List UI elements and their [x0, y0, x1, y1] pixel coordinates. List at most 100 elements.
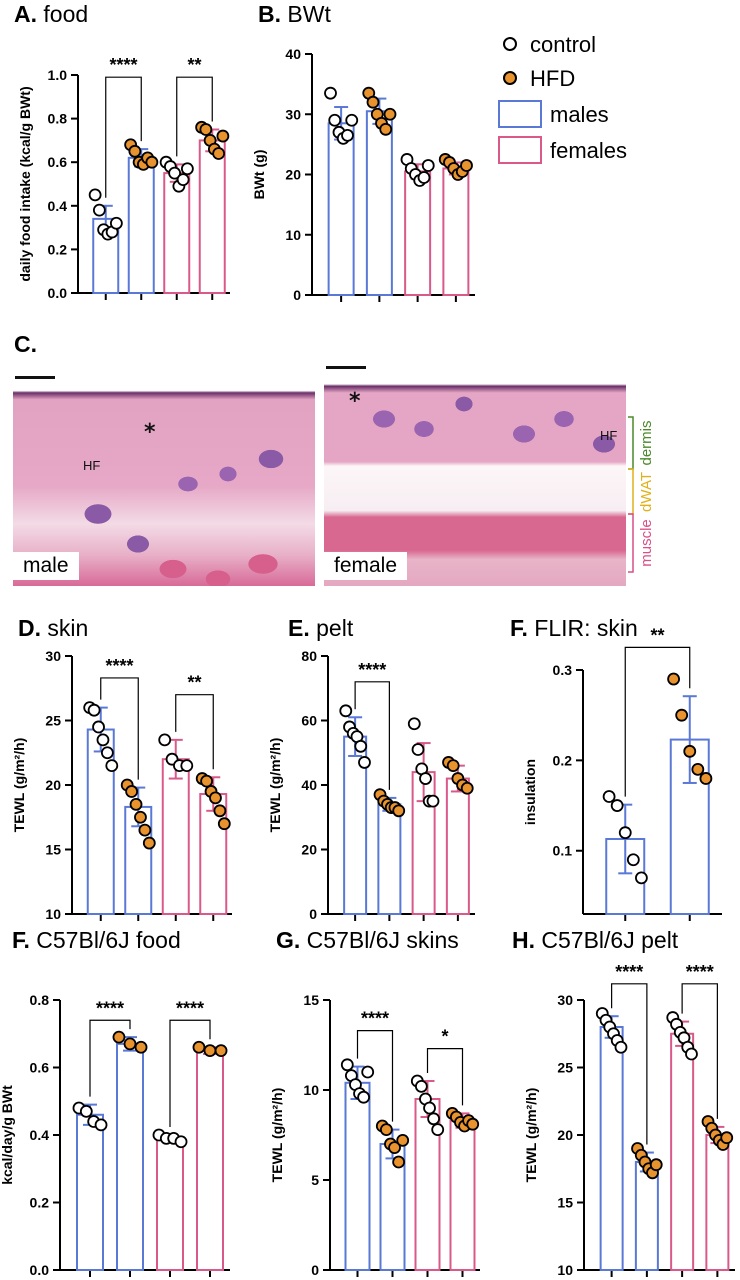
y-tick-label-B: 40: [285, 46, 301, 62]
data-point-F2: [214, 1044, 228, 1058]
data-point-D: [138, 823, 152, 837]
y-axis-label-B: BWt (g): [251, 150, 267, 200]
data-point-G: [396, 1134, 410, 1147]
data-point-G: [423, 1101, 436, 1115]
data-point-F1: [610, 799, 624, 812]
data-point-F2: [203, 1044, 217, 1058]
bar-E: [377, 803, 402, 915]
significance-label-F1: **: [650, 625, 664, 645]
data-point-H: [720, 1131, 734, 1145]
y-tick-label-F1: 0.2: [553, 752, 573, 768]
y-tick-label-A: 1.0: [48, 67, 68, 83]
chart-H: H. C57Bl/6J pelt 10 15 20 25 30 TEWL (g/m²/h) *…: [512, 927, 735, 1278]
hair-follicle-label-female: HF: [600, 428, 618, 443]
asterisk-marker-male: *: [144, 420, 156, 445]
panel-title-text-D: skin: [41, 615, 88, 641]
data-point-E: [358, 756, 371, 769]
y-tick-label-E: 0: [309, 906, 317, 922]
panel-title-text-H: C57Bl/6J pelt: [535, 927, 679, 953]
significance-label-F2: ****: [176, 998, 204, 1018]
data-point-D: [142, 836, 156, 850]
significance-bracket-H: [681, 983, 718, 1119]
y-tick-label-D: 10: [45, 906, 61, 922]
significance-label-H: ****: [686, 962, 714, 982]
data-point-B: [460, 159, 473, 172]
data-point-A: [145, 155, 159, 169]
bar-E: [445, 777, 470, 915]
significance-bracket-A: [176, 76, 213, 157]
data-point-D: [213, 804, 227, 818]
data-point-B: [328, 113, 342, 127]
data-point-G: [388, 1141, 401, 1154]
data-point-A: [216, 129, 230, 143]
data-point-B: [379, 122, 393, 136]
data-point-E: [411, 743, 425, 756]
y-tick-label-F2: 0.4: [30, 1127, 50, 1143]
panel-letter-F1: F.: [510, 615, 528, 641]
data-point-A: [199, 123, 213, 136]
panel-title-G: G. C57Bl/6J skins: [276, 927, 459, 953]
data-point-E: [339, 704, 353, 718]
legend-hfd-marker: [503, 71, 517, 85]
data-point-F1: [626, 853, 640, 867]
significance-bracket-G: [356, 1030, 394, 1122]
panel-title-text-G: C57Bl/6J skins: [300, 927, 459, 953]
layer-label-muscle: muscle: [638, 519, 655, 567]
y-tick-label-H: 20: [557, 1127, 573, 1143]
bar-H: [670, 1032, 695, 1271]
significance-label-A: **: [187, 55, 201, 75]
panel-title-text-F2: C57Bl/6J food: [30, 927, 181, 953]
y-tick-label-B: 10: [285, 227, 301, 243]
significance-bracket-F2: [89, 1019, 131, 1097]
legend-females-label: females: [550, 138, 627, 163]
data-point-E: [446, 759, 460, 773]
legend: control HFD males females: [498, 32, 627, 164]
data-point-G: [427, 1112, 441, 1126]
data-point-D: [92, 720, 105, 734]
y-tick-label-H: 25: [557, 1060, 573, 1076]
data-point-G: [379, 1123, 393, 1136]
significance-label-A: ****: [109, 55, 137, 75]
data-point-D: [129, 797, 143, 811]
bar-F2: [156, 1137, 184, 1271]
chart-E: E. pelt 0 20 40 60 80 TEWL (g/m²/h) ****: [267, 615, 475, 922]
bar-B: [442, 167, 470, 297]
data-point-F2: [174, 1135, 188, 1149]
y-tick-label-D: 20: [45, 777, 61, 793]
male-label: male: [13, 552, 79, 580]
significance-bracket-H: [611, 983, 648, 1145]
y-axis-label-H: TEWL (g/m²/h): [523, 1088, 539, 1183]
data-point-B: [417, 171, 431, 184]
legend-males-marker: [498, 100, 542, 128]
significance-label-H: ****: [615, 962, 643, 982]
data-point-F1: [699, 772, 713, 785]
bar-F2: [116, 1042, 144, 1271]
chart-F1: F. FLIR: skin 0.1 0.2 0.3 insulation **: [510, 615, 722, 921]
y-axis-label-F1: insulation: [522, 759, 538, 825]
panel-title-text-F1: FLIR: skin: [528, 615, 638, 641]
data-point-G: [392, 1155, 406, 1169]
legend-males-label: males: [550, 102, 609, 127]
y-tick-label-H: 15: [557, 1195, 573, 1211]
data-point-F2: [123, 1037, 137, 1051]
layer-label-dermis: dermis: [638, 420, 655, 465]
data-point-F1: [618, 826, 632, 840]
data-point-A: [212, 147, 226, 160]
data-point-H: [649, 1158, 663, 1172]
data-point-E: [460, 781, 474, 795]
data-point-D: [100, 746, 114, 760]
data-point-A: [176, 173, 190, 187]
data-point-A: [92, 203, 106, 217]
muscle-bracket: [628, 513, 634, 573]
data-point-F1: [602, 790, 616, 803]
dermis-bracket: [628, 416, 634, 470]
data-point-A: [88, 188, 102, 202]
bar-G: [449, 1119, 476, 1271]
chart-A: A. food 0.0 0.2 0.4 0.6 0.8 1.0 daily food inta…: [14, 1, 230, 301]
panel-title-E: E. pelt: [288, 615, 354, 641]
y-tick-label-E: 40: [301, 777, 317, 793]
significance-bracket-E: [354, 681, 390, 790]
data-point-B: [421, 159, 435, 172]
panel-title-text-E: pelt: [310, 615, 354, 641]
